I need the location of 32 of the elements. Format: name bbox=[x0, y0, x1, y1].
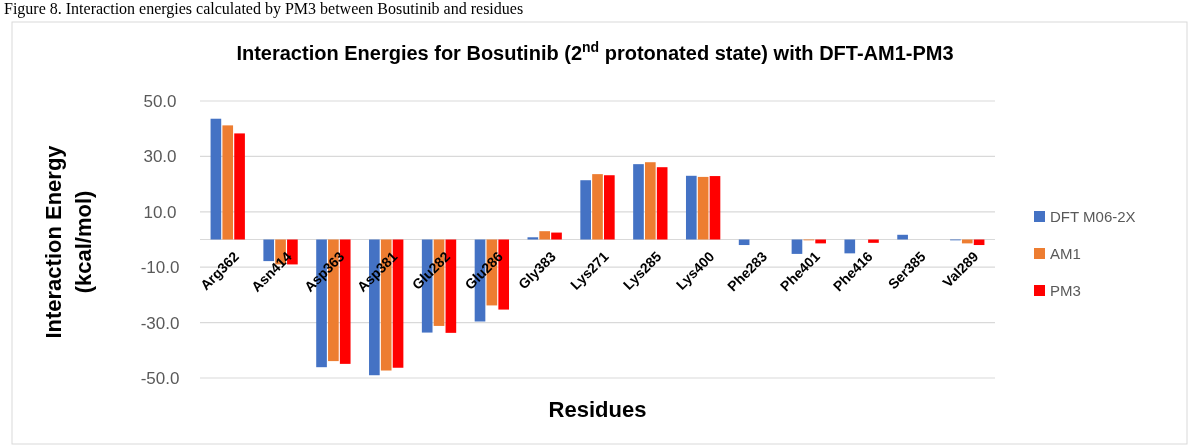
bar bbox=[604, 175, 615, 240]
bar bbox=[633, 164, 644, 240]
bar bbox=[592, 174, 603, 240]
bar bbox=[868, 239, 879, 243]
bar bbox=[580, 180, 591, 240]
bar bbox=[697, 176, 709, 240]
bar bbox=[551, 232, 562, 240]
legend-label: AM1 bbox=[1050, 245, 1081, 263]
y-tick-label: -10.0 bbox=[140, 258, 180, 278]
x-axis-title: Residues bbox=[548, 397, 647, 422]
bar bbox=[222, 125, 234, 240]
caption: Figure 8. Interaction energies calculated by PM3 between Bosutinib and residues bbox=[4, 0, 524, 18]
legend-label: PM3 bbox=[1050, 282, 1081, 300]
bar bbox=[234, 133, 245, 240]
y-tick-label: -50.0 bbox=[140, 368, 180, 388]
bar bbox=[527, 237, 539, 240]
bar bbox=[685, 175, 697, 240]
bar bbox=[709, 176, 721, 240]
bar bbox=[656, 167, 668, 240]
y-tick-label: 30.0 bbox=[143, 147, 177, 167]
bar bbox=[897, 234, 908, 240]
y-tick-label: -30.0 bbox=[140, 313, 180, 333]
bar bbox=[539, 231, 550, 240]
bar bbox=[210, 118, 222, 240]
bar bbox=[645, 162, 656, 240]
y-tick-label: 10.0 bbox=[143, 202, 177, 222]
y-axis-title: Interaction Energy (kcal/mol) bbox=[41, 144, 96, 339]
legend-label: DFT M06-2X bbox=[1050, 208, 1136, 226]
y-tick-label: 50.0 bbox=[143, 91, 177, 111]
chart-title: Interaction Energies for Bosutinib (2$^{nd}$ protonated state) with DFT-AM1-PM3 bbox=[236, 39, 954, 64]
bar bbox=[791, 239, 803, 254]
bar bbox=[844, 239, 856, 254]
